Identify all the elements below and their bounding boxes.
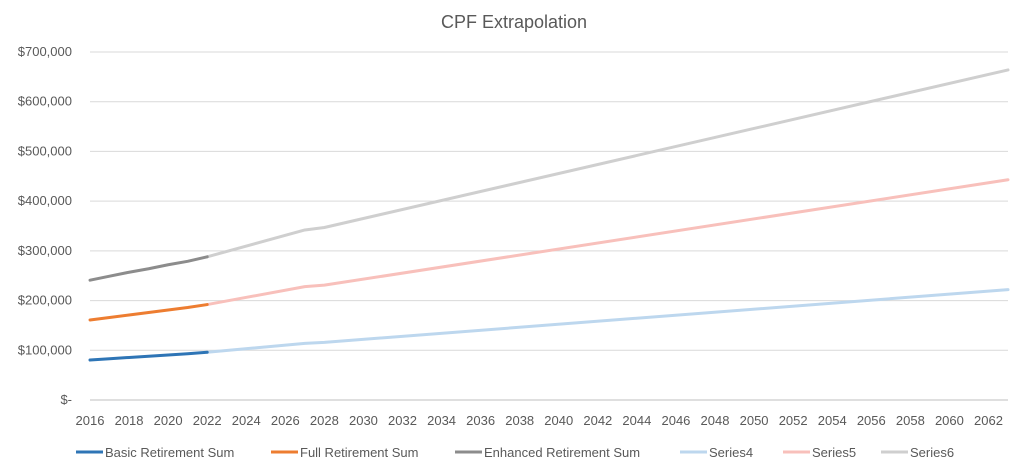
legend-label: Full Retirement Sum xyxy=(300,445,418,460)
series-line-series6 xyxy=(205,68,1010,259)
series-line-series5 xyxy=(205,178,1010,307)
x-tick-label: 2056 xyxy=(857,413,886,428)
legend-label: Series5 xyxy=(812,445,856,460)
y-tick-label: $700,000 xyxy=(18,44,72,59)
series-lines xyxy=(88,68,1010,362)
series-line-full-retirement-sum xyxy=(88,303,209,322)
series-line-enhanced-retirement-sum xyxy=(88,255,209,282)
x-tick-label: 2026 xyxy=(271,413,300,428)
x-tick-label: 2044 xyxy=(622,413,651,428)
x-tick-label: 2062 xyxy=(974,413,1003,428)
x-tick-label: 2020 xyxy=(154,413,183,428)
x-tick-label: 2036 xyxy=(466,413,495,428)
x-tick-label: 2052 xyxy=(779,413,808,428)
series-line-series4 xyxy=(205,288,1010,354)
x-tick-label: 2028 xyxy=(310,413,339,428)
x-tick-label: 2040 xyxy=(544,413,573,428)
legend-label: Enhanced Retirement Sum xyxy=(484,445,640,460)
x-tick-label: 2054 xyxy=(818,413,847,428)
y-tick-label: $- xyxy=(60,392,72,407)
x-axis-tick-labels: 2016 2018 2020 2022 2024 2026 2028 2030 2032 2034… xyxy=(76,413,1003,428)
x-tick-label: 2024 xyxy=(232,413,261,428)
legend-label: Basic Retirement Sum xyxy=(105,445,234,460)
x-tick-label: 2060 xyxy=(935,413,964,428)
gridlines xyxy=(90,51,1008,401)
y-axis-tick-labels: $- $100,000 $200,000 $300,000 $400,000 $500,0… xyxy=(18,44,72,407)
x-tick-label: 2034 xyxy=(427,413,456,428)
y-tick-label: $100,000 xyxy=(18,342,72,357)
chart-title: CPF Extrapolation xyxy=(441,12,587,32)
legend-label: Series4 xyxy=(709,445,753,460)
legend: Basic Retirement Sum Full Retirement Sum E… xyxy=(76,445,954,460)
series-line-basic-retirement-sum xyxy=(88,350,209,362)
y-tick-label: $400,000 xyxy=(18,193,72,208)
y-tick-label: $500,000 xyxy=(18,143,72,158)
y-tick-label: $200,000 xyxy=(18,293,72,308)
x-tick-label: 2016 xyxy=(76,413,105,428)
x-tick-label: 2018 xyxy=(115,413,144,428)
x-tick-label: 2022 xyxy=(193,413,222,428)
y-tick-label: $300,000 xyxy=(18,243,72,258)
x-tick-label: 2038 xyxy=(505,413,534,428)
x-tick-label: 2042 xyxy=(583,413,612,428)
x-tick-label: 2050 xyxy=(740,413,769,428)
y-tick-label: $600,000 xyxy=(18,94,72,109)
x-tick-label: 2030 xyxy=(349,413,378,428)
x-tick-label: 2058 xyxy=(896,413,925,428)
x-tick-label: 2046 xyxy=(661,413,690,428)
x-tick-label: 2032 xyxy=(388,413,417,428)
legend-label: Series6 xyxy=(910,445,954,460)
x-tick-label: 2048 xyxy=(701,413,730,428)
